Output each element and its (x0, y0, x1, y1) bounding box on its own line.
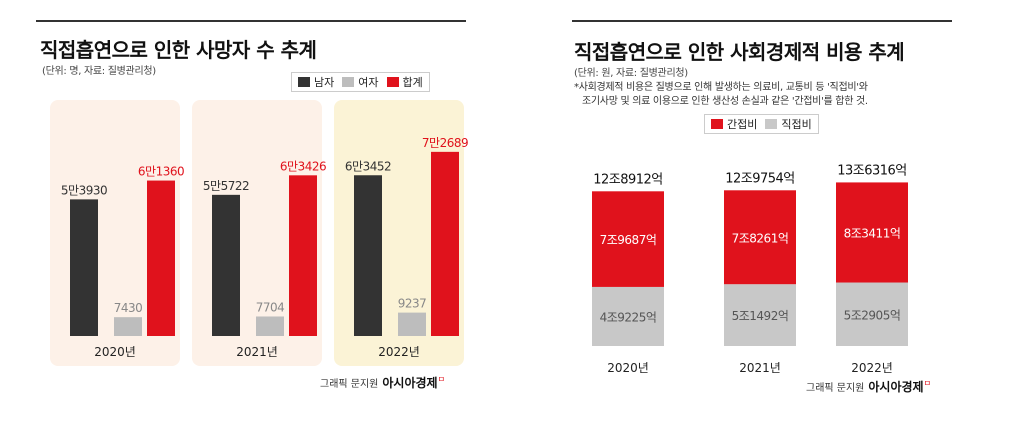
legend-item: 합계 (386, 74, 423, 90)
footnote-line-2: 조기사망 및 의료 이용으로 인한 생산성 손실과 같은 '간접비'를 합한 것… (582, 96, 868, 107)
brand-mark: ㅁ (923, 379, 931, 388)
panel-top-rule (572, 20, 952, 22)
deaths-panel: 직접흡연으로 인한 사망자 수 추계 (단위: 명, 자료: 질병관리청) 남자… (36, 20, 476, 400)
chart-title: 직접흡연으로 인한 사회경제적 비용 추계 (574, 40, 905, 64)
bar-direct-cost (592, 286, 664, 346)
bar-female (398, 312, 426, 336)
legend-swatch (711, 119, 723, 129)
data-label: 7조9687억 (600, 233, 657, 247)
chart-title: 직접흡연으로 인한 사망자 수 추계 (40, 38, 317, 62)
cost-stacked-bar-chart: 4조9225억 7조9687억 12조8912억 2020년 5조1492억 7조8261… (592, 163, 908, 375)
category-label: 2021년 (236, 345, 278, 359)
bar-male (70, 199, 98, 336)
legend-swatch (342, 77, 355, 87)
data-label: 7조8261억 (732, 231, 789, 245)
legend: 간접비 직접비 (704, 114, 819, 134)
bar-total (431, 151, 459, 336)
legend-label: 직접비 (781, 118, 812, 131)
data-label: 7430 (114, 301, 143, 315)
data-label: 8조3411억 (844, 226, 901, 240)
brand-mark: ㅁ (437, 375, 445, 384)
category-label: 2022년 (851, 361, 893, 375)
data-label: 5조1492억 (732, 309, 789, 323)
footnote-line-1: *사회경제적 비용은 질병으로 인해 발생하는 의료비, 교통비 등 '직접비'… (574, 82, 868, 93)
data-label: 6만3426 (280, 159, 326, 173)
legend-item: 여자 (342, 74, 379, 90)
bar-total (289, 175, 317, 336)
deaths-bar-chart: 5만3930 7430 6만1360 2020년 5만5722 7704 6만3426 202… (50, 100, 469, 366)
bar-indirect-cost (724, 190, 796, 285)
data-label: 6만1360 (138, 165, 184, 179)
legend-item: 남자 (298, 74, 334, 90)
graphic-credit: 그래픽 문지원 아시아경제ㅁ (806, 378, 931, 395)
bar-male (212, 194, 240, 336)
legend-label: 합계 (402, 76, 423, 89)
panel-top-rule (36, 20, 466, 22)
legend-swatch (298, 77, 310, 87)
total-label: 13조6316억 (837, 163, 907, 178)
data-label: 5만5722 (203, 179, 249, 193)
legend-item: 직접비 (765, 116, 812, 132)
bar-indirect-cost (592, 191, 664, 287)
bar-female (256, 316, 284, 336)
category-label: 2020년 (94, 345, 136, 359)
legend-swatch (386, 77, 399, 87)
category-label: 2021년 (739, 361, 781, 375)
bar-total (147, 180, 175, 336)
data-label: 7704 (256, 300, 285, 314)
credit-text: 그래픽 문지원 (806, 383, 865, 394)
cost-panel: 직접흡연으로 인한 사회경제적 비용 추계 (단위: 원, 자료: 질병관리청)… (572, 20, 952, 400)
legend-label: 여자 (358, 76, 379, 89)
data-label: 6만3452 (345, 159, 391, 173)
bar-indirect-cost (836, 182, 908, 283)
total-label: 12조8912억 (593, 172, 663, 187)
legend-swatch (765, 119, 778, 129)
total-label: 12조9754억 (725, 171, 795, 186)
legend-label: 남자 (314, 76, 335, 89)
bar-direct-cost (836, 282, 908, 346)
chart-subtitle: (단위: 명, 자료: 질병관리청) (42, 66, 156, 77)
data-label: 9237 (398, 297, 427, 311)
brand-logo: 아시아경제 (382, 376, 438, 390)
bar-female (114, 317, 142, 336)
data-label: 4조9225억 (600, 310, 657, 324)
credit-text: 그래픽 문지원 (320, 379, 379, 390)
bar-male (354, 175, 382, 336)
legend-item: 간접비 (711, 116, 757, 132)
category-label: 2020년 (607, 361, 649, 375)
graphic-credit: 그래픽 문지원 아시아경제ㅁ (320, 374, 445, 391)
category-label: 2022년 (378, 345, 420, 359)
legend: 남자 여자 합계 (291, 72, 430, 92)
chart-subtitle: (단위: 원, 자료: 질병관리청) (574, 68, 688, 79)
data-label: 7만2689 (422, 136, 468, 150)
data-label: 5만3930 (61, 183, 107, 197)
legend-label: 간접비 (727, 118, 758, 131)
brand-logo: 아시아경제 (868, 380, 924, 394)
data-label: 5조2905억 (844, 308, 901, 322)
bar-direct-cost (724, 284, 796, 346)
